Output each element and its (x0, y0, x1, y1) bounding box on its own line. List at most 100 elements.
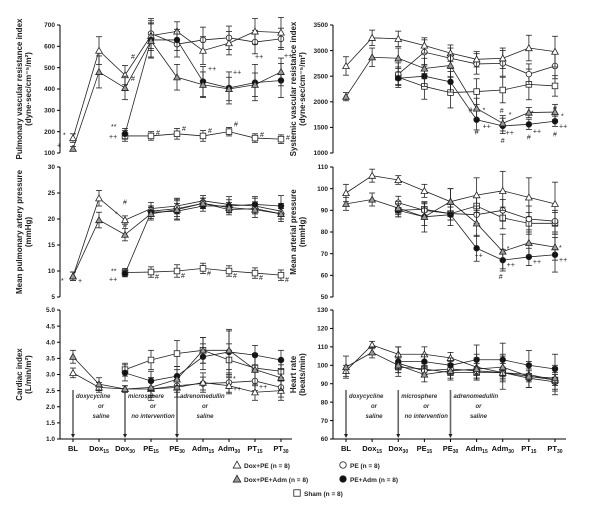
data-point-doxpeadm (147, 383, 155, 391)
data-point-sham (251, 269, 259, 277)
y-tick-label: 2000 (314, 99, 329, 106)
significance-mark: # (131, 76, 135, 83)
data-point-doxpeadm (95, 67, 103, 75)
data-point-doxpeadm (173, 73, 181, 81)
significance-mark: # (181, 273, 185, 280)
y-tick-label: 50 (321, 294, 329, 301)
significance-mark: # (286, 135, 290, 142)
data-point-doxpeadm (199, 199, 207, 207)
legend-label: PE+Adm (n = 8) (350, 477, 398, 484)
significance-mark: ++ (255, 54, 263, 61)
legend-item-peadm: PE+Adm (n = 8) (339, 475, 398, 484)
significance-mark: + (57, 143, 61, 150)
data-point-doxpeadm (446, 61, 455, 69)
data-point-doxpeadm (69, 352, 77, 360)
data-point-sham (199, 132, 207, 140)
data-point-doxpeadm (342, 363, 350, 371)
y-tick-label: 15 (48, 242, 56, 249)
x-tick-label: Dox30 (115, 444, 135, 455)
data-point-sham (225, 267, 233, 275)
y-tick-label: 2.5 (46, 388, 55, 395)
data-point-doxpeadm (277, 373, 285, 381)
y-tick-label: 300 (44, 108, 55, 115)
data-point-doxpeadm (446, 197, 455, 205)
data-point-doxpe (251, 388, 259, 396)
y-axis-label: (dyne·sec/cm⁻⁵/m²) (24, 52, 33, 126)
annotation-text: or (423, 404, 430, 410)
significance-mark: ++ (483, 124, 491, 131)
y-tick-label: 1500 (314, 125, 329, 132)
annotation-text: microsphere (401, 394, 438, 400)
legend-marker-pe (339, 461, 347, 469)
data-point-doxpe (472, 191, 481, 199)
legend-label: Sham (n = 8) (304, 491, 343, 498)
data-point-doxpeadm (524, 372, 533, 380)
series-doxpeadm (342, 188, 559, 270)
data-point-doxpe (342, 61, 350, 69)
data-point-doxpeadm (420, 64, 429, 72)
annotation-text: or (98, 404, 105, 410)
y-axis-label: Cardiac index (15, 348, 24, 401)
data-point-sham (173, 267, 181, 275)
significance-mark: ++ (559, 257, 567, 264)
legend-marker-doxpe (232, 460, 242, 469)
data-point-peadm (421, 358, 428, 365)
significance-mark: * (63, 133, 66, 140)
y-axis-label: Heart rate (289, 355, 298, 393)
y-tick-label: 4.5 (46, 323, 55, 330)
x-tick-label: BL (341, 444, 351, 453)
y-tick-label: 1.0 (46, 436, 55, 443)
significance-mark: # (208, 128, 212, 135)
data-point-doxpeadm (251, 365, 259, 373)
y-axis-label: (mmHg) (298, 217, 307, 248)
data-point-doxpeadm (173, 205, 181, 213)
legend-item-doxpeadm: Dox+PE+Adm (n = 8) (232, 474, 308, 484)
y-axis-label: Mean arterial pressure (289, 189, 298, 275)
data-point-peadm (525, 121, 533, 128)
annotation-text: microsphere (128, 394, 165, 400)
significance-mark: # (285, 277, 289, 284)
significance-mark: ++ (208, 66, 216, 73)
y-tick-label: 2.0 (46, 404, 55, 411)
x-tick-label: PE15 (417, 444, 433, 455)
significance-mark: # (123, 200, 127, 207)
data-point-doxpeadm (498, 119, 507, 127)
significance-mark: ++ (259, 384, 267, 391)
data-point-peadm (395, 75, 402, 82)
data-point-doxpe (524, 43, 533, 52)
x-tick-label: Adm30 (218, 444, 240, 455)
significance-mark: # (207, 270, 211, 277)
significance-mark: ** (111, 269, 117, 276)
x-tick-label: Dox15 (362, 444, 382, 455)
series-doxpe (342, 29, 559, 76)
panel-hr: BL Dox15 Dox30 PE15 PE30 Adm15 Adm30 PT15 PT30 do… (289, 307, 566, 455)
series-pe (147, 18, 285, 58)
significance-mark: # (475, 130, 479, 137)
significance-mark: # (527, 134, 531, 141)
data-point-doxpe (551, 47, 559, 55)
y-axis-label: (mmHg) (24, 217, 33, 248)
data-point-doxpeadm (199, 80, 207, 88)
data-point-doxpeadm (147, 209, 155, 217)
significance-mark: * (561, 113, 564, 120)
y-axis-label: (L/min/m²) (24, 355, 33, 394)
significance-mark: # (233, 273, 237, 280)
annotation-text: or (371, 404, 378, 410)
y-tick-label: 20 (48, 216, 56, 223)
x-tick-label: PT15 (521, 444, 536, 455)
arrow-head (175, 434, 179, 438)
y-tick-label: 700 (44, 22, 55, 29)
series-line-pe (150, 380, 282, 390)
series-line-pe (150, 202, 282, 215)
data-point-doxpe (95, 194, 103, 202)
data-point-peadm (173, 36, 181, 44)
y-tick-label: 110 (318, 164, 329, 171)
data-point-peadm (121, 369, 129, 377)
y-tick-label: 120 (317, 326, 328, 333)
data-point-doxpe (420, 186, 429, 194)
data-point-doxpe (420, 41, 429, 49)
y-tick-label: 30 (48, 164, 56, 171)
y-tick-label: 1000 (314, 150, 329, 157)
data-point-doxpeadm (524, 108, 533, 116)
